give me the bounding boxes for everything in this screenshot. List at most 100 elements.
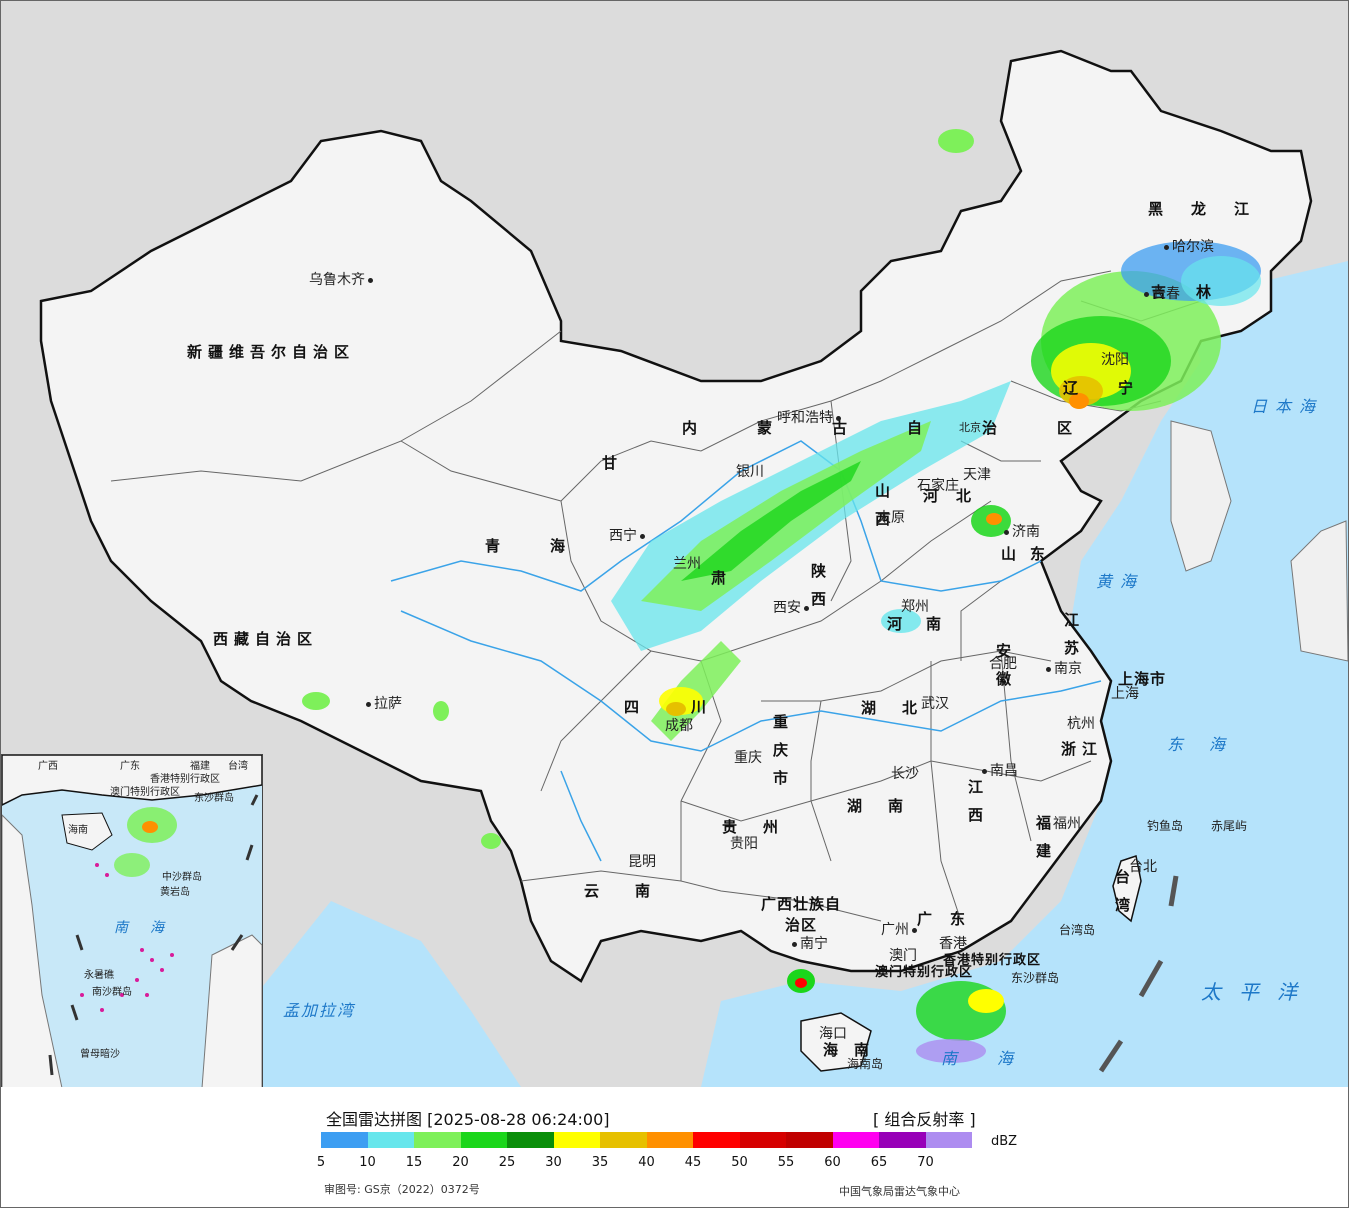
south-china-sea-inset: 广西 广东 福建 台湾 香港特别行政区 澳门特别行政区 海南 东沙群岛 中沙群岛… — [1, 754, 263, 1087]
korea-land — [1170, 420, 1232, 572]
inset-label-guangdong: 广东 — [120, 761, 140, 772]
province-label-heilongjiang: 黑龙江 — [1148, 200, 1278, 218]
scale-tick-label: 35 — [591, 1155, 609, 1170]
city-yinchuan: 银川 — [736, 464, 764, 480]
color-swatch — [739, 1132, 786, 1148]
city-chengdu: 成都 — [665, 718, 693, 734]
map-review-number: 审图号: GS京（2022）0372号 — [324, 1183, 480, 1196]
province-label-jiangxi: 江西 — [968, 778, 984, 824]
city-beijing: 北京 — [959, 421, 981, 434]
city-hongkong: 香港 — [939, 936, 967, 952]
province-boundaries — [110, 270, 1202, 922]
inset-label-fujian: 福建 — [190, 761, 210, 772]
city-xian: 西安 — [773, 597, 812, 617]
inset-label-yongshu: 永暑礁 — [84, 970, 114, 981]
province-label-qinghai: 青海 — [485, 537, 616, 555]
city-xining: 西宁 — [609, 525, 648, 545]
province-label-shandong: 山东 — [1001, 545, 1060, 563]
province-label-hubei: 湖北 — [861, 699, 944, 717]
china-radar-map: 新疆维吾尔自治区 西藏自治区 青海 甘 肃 内蒙古自治区 黑龙江 吉林 辽宁 河… — [1, 1, 1348, 1087]
province-label-neimenggu: 内蒙古自治区 — [682, 419, 1133, 437]
province-label-zhejiang: 浙江 — [1061, 740, 1104, 758]
china-mainland — [39, 49, 1313, 983]
sea-pacific: 太平洋 — [1201, 980, 1315, 1004]
city-kunming: 昆明 — [628, 854, 656, 870]
province-label-xizang: 西藏自治区 — [213, 630, 319, 648]
sea-east: 东海 — [1167, 735, 1252, 754]
province-label-shanxi: 山西 — [875, 482, 891, 528]
scale-tick-label: 55 — [777, 1155, 795, 1170]
color-swatch — [321, 1132, 368, 1148]
city-nanjing: 南京 — [1043, 658, 1082, 678]
province-label-guizhou: 贵州 — [722, 818, 805, 836]
japan-land — [1290, 520, 1348, 662]
province-label-jiangsu: 江苏 — [1064, 611, 1080, 657]
city-changchun: 长春 — [1141, 283, 1180, 303]
city-hangzhou: 杭州 — [1067, 716, 1095, 732]
color-scale-ticks: 5 10 15 20 25 30 35 40 45 50 55 60 65 70 — [317, 1155, 971, 1171]
scale-tick-label: 60 — [824, 1155, 841, 1170]
province-label-su: 肃 — [711, 569, 733, 587]
color-swatch — [600, 1132, 647, 1148]
scale-tick-label: 65 — [870, 1155, 888, 1170]
island-taiwan: 台湾岛 — [1059, 923, 1096, 937]
color-swatch — [693, 1132, 740, 1148]
city-chongqing: 重庆 — [734, 750, 762, 766]
city-macau: 澳门 — [889, 948, 917, 964]
legend-title: 全国雷达拼图 [2025-08-28 06:24:00] — [326, 1110, 610, 1129]
city-shenyang: 沈阳 — [1101, 352, 1129, 368]
city-lanzhou: 兰州 — [673, 556, 701, 572]
province-label-macau: 澳门特别行政区 — [875, 965, 974, 980]
city-hohhot: 呼和浩特 — [777, 407, 844, 427]
inset-label-macau: 澳门特别行政区 — [110, 787, 180, 798]
scale-tick-label: 45 — [684, 1155, 702, 1170]
province-label-yunnan: 云南 — [584, 882, 687, 900]
province-label-guangxi: 广西壮族自治区 — [761, 895, 842, 934]
city-shijiazhuang: 石家庄 — [917, 478, 959, 494]
inset-label-zhongsha: 中沙群岛 — [162, 872, 202, 883]
radar-echoes — [302, 129, 1261, 1063]
province-label-chongqing: 重庆市 — [773, 713, 789, 787]
scale-tick-label: 15 — [405, 1155, 423, 1170]
city-harbin: 哈尔滨 — [1161, 236, 1214, 256]
province-label-henan: 河南 — [887, 615, 966, 633]
province-label-shaanxi: 陕西 — [811, 562, 827, 608]
legend-panel: 全国雷达拼图 [2025-08-28 06:24:00] [ 组合反射率 ] d… — [1, 1088, 1348, 1207]
city-taiyuan: 太原 — [877, 510, 905, 526]
province-label-guangdong: 广东 — [917, 910, 984, 928]
inset-label-zengmu: 曾母暗沙 — [80, 1049, 120, 1060]
color-swatch — [786, 1132, 833, 1148]
province-label-liaoning: 辽宁 — [1063, 379, 1174, 397]
inset-label-south-sea: 南海 — [114, 920, 186, 936]
map-graphics — [39, 49, 1348, 1087]
color-swatch — [414, 1132, 461, 1148]
city-haikou: 海口 — [819, 1026, 847, 1042]
color-swatch — [646, 1132, 693, 1148]
scale-tick-label: 70 — [917, 1155, 934, 1170]
color-swatch — [507, 1132, 554, 1148]
inset-label-hainan: 海南 — [68, 825, 88, 836]
legend-product: [ 组合反射率 ] — [873, 1110, 976, 1129]
sea-japan: 日本海 — [1251, 397, 1324, 416]
legend-unit: dBZ — [991, 1134, 1018, 1149]
scale-tick-label: 25 — [498, 1155, 516, 1170]
taiwan-island — [1112, 855, 1142, 923]
city-urumqi: 乌鲁木齐 — [309, 269, 376, 289]
color-swatch — [460, 1132, 507, 1148]
province-label-hebei: 河北 — [923, 487, 990, 505]
scale-tick-label: 40 — [638, 1155, 655, 1170]
city-hefei: 合肥 — [989, 656, 1017, 672]
rivers — [390, 440, 1102, 862]
province-label-hainan: 海南 — [823, 1041, 886, 1059]
hainan-island — [800, 1012, 872, 1072]
color-swatch — [367, 1132, 414, 1148]
province-label-hunan: 湖南 — [847, 797, 930, 815]
city-nanchang: 南昌 — [979, 760, 1018, 780]
province-label-sichuan: 四川 — [624, 698, 759, 716]
city-shanghai: 上海 — [1111, 686, 1139, 702]
color-swatch — [553, 1132, 600, 1148]
province-label-gan: 甘 — [602, 454, 624, 472]
province-label-xinjiang: 新疆维吾尔自治区 — [187, 343, 356, 361]
scale-tick-label: 50 — [731, 1155, 748, 1170]
